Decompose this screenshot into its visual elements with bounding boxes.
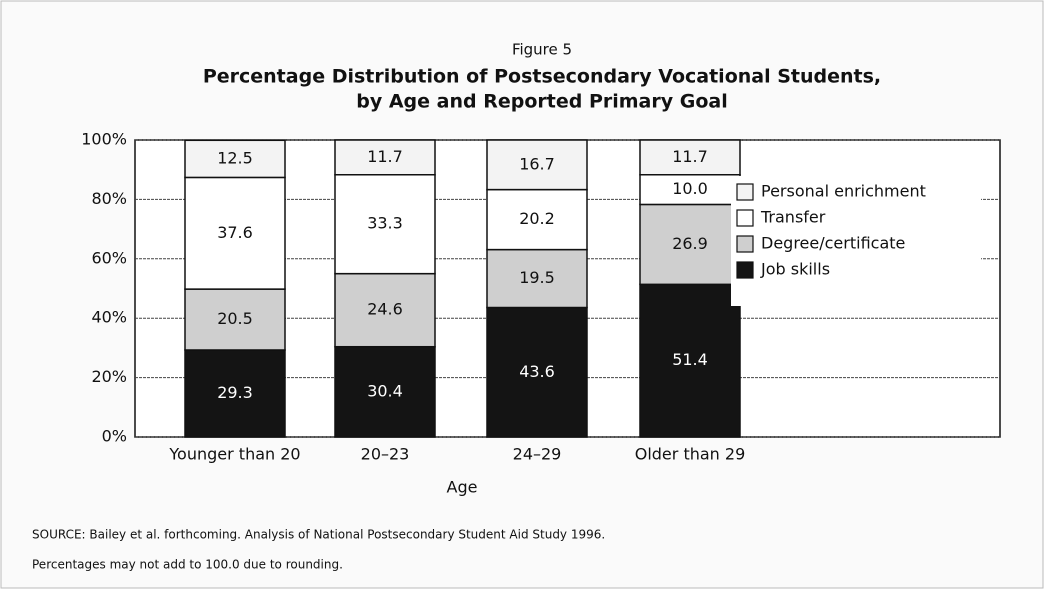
data-label: 37.6 bbox=[217, 223, 253, 242]
source-note: SOURCE: Bailey et al. forthcoming. Analy… bbox=[32, 528, 605, 542]
figure-label: Figure 5 bbox=[512, 41, 572, 59]
bar-segment bbox=[334, 173, 436, 275]
legend-swatch bbox=[736, 235, 754, 253]
legend-label: Personal enrichment bbox=[761, 182, 926, 201]
data-label: 11.7 bbox=[367, 147, 403, 166]
data-label: 11.7 bbox=[672, 147, 708, 166]
data-label: 20.5 bbox=[217, 309, 253, 328]
legend-background bbox=[731, 176, 981, 306]
bar-segment bbox=[184, 349, 286, 438]
data-label: 20.2 bbox=[519, 209, 555, 228]
chart-title: by Age and Reported Primary Goal bbox=[356, 91, 727, 113]
data-label: 12.5 bbox=[217, 148, 253, 167]
data-label: 29.3 bbox=[217, 383, 253, 402]
data-label: 19.5 bbox=[519, 268, 555, 287]
data-label: 30.4 bbox=[367, 381, 403, 400]
chart-title: Percentage Distribution of Postsecondary… bbox=[203, 66, 881, 88]
bar-segment bbox=[184, 139, 286, 179]
y-tick-label: 100% bbox=[81, 130, 127, 149]
bar-segment bbox=[334, 272, 436, 348]
y-tick-label: 0% bbox=[102, 427, 127, 446]
y-tick-label: 40% bbox=[91, 308, 127, 327]
data-label: 26.9 bbox=[672, 234, 708, 253]
bar-segment bbox=[486, 306, 588, 438]
data-label: 51.4 bbox=[672, 350, 708, 369]
y-tick-label: 20% bbox=[91, 367, 127, 386]
legend-swatch bbox=[736, 209, 754, 227]
bar-segment bbox=[334, 345, 436, 438]
legend-label: Job skills bbox=[760, 260, 830, 279]
data-label: 16.7 bbox=[519, 154, 555, 173]
bar-segment bbox=[639, 139, 741, 176]
x-tick-label: 20–23 bbox=[361, 445, 410, 464]
note: Percentages may not add to 100.0 due to … bbox=[32, 558, 343, 572]
legend-label: Transfer bbox=[760, 208, 826, 227]
legend-label: Degree/certificate bbox=[761, 234, 905, 253]
bar-segment bbox=[184, 176, 286, 290]
bar-segment bbox=[486, 139, 588, 191]
legend-swatch bbox=[736, 183, 754, 201]
data-label: 43.6 bbox=[519, 362, 555, 381]
x-tick-label: 24–29 bbox=[513, 445, 562, 464]
x-tick-label: Older than 29 bbox=[635, 445, 746, 464]
x-axis-label: Age bbox=[447, 478, 478, 497]
bar-segment bbox=[639, 283, 741, 438]
y-tick-label: 60% bbox=[91, 248, 127, 267]
bar-segment bbox=[334, 139, 436, 176]
y-tick-label: 80% bbox=[91, 189, 127, 208]
data-label: 10.0 bbox=[672, 179, 708, 198]
bar-segment bbox=[486, 188, 588, 251]
x-tick-label: Younger than 20 bbox=[168, 445, 300, 464]
legend-swatch bbox=[736, 261, 754, 279]
data-label: 24.6 bbox=[367, 300, 403, 319]
data-label: 33.3 bbox=[367, 214, 403, 233]
